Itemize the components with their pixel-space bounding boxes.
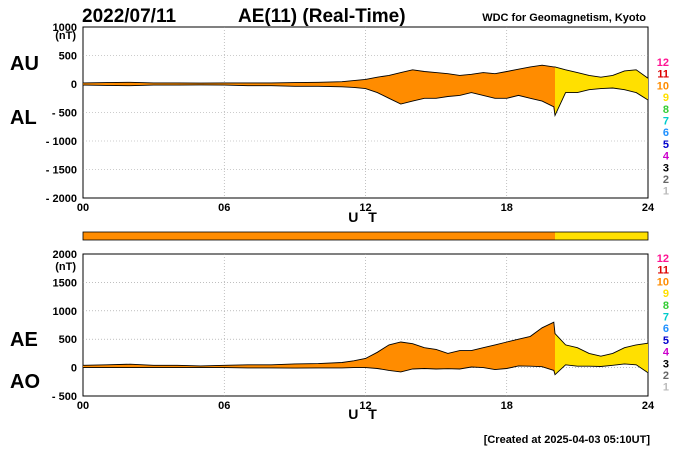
top-x-tick-label: 12 <box>359 202 371 214</box>
top-y-tick-label: - 1500 <box>46 165 77 177</box>
level-legend-item: 7 <box>663 312 669 324</box>
source-label: WDC for Geomagnetism, Kyoto <box>482 12 646 24</box>
level-legend-item: 1 <box>663 382 669 394</box>
bottom-y-tick-label: 1000 <box>53 306 77 318</box>
bottom-activity-fill <box>555 333 648 375</box>
al-label: AL <box>10 107 37 129</box>
level-legend-item: 7 <box>663 116 669 128</box>
bottom-x-axis-label: U T <box>348 406 380 422</box>
index-title: AE(11) (Real-Time) <box>238 6 406 27</box>
level-legend-item: 9 <box>663 288 669 300</box>
ao-line <box>83 363 649 376</box>
level-legend-item: 8 <box>663 104 669 116</box>
top-x-tick-label: 24 <box>642 202 655 214</box>
level-legend-item: 10 <box>657 80 669 92</box>
top-y-tick-label: - 500 <box>52 108 77 120</box>
bottom-y-tick-label: - 500 <box>52 391 77 403</box>
top-y-tick-label: 500 <box>59 51 77 63</box>
bottom-y-tick-label: 0 <box>71 363 77 375</box>
level-legend-item: 5 <box>663 335 669 347</box>
al-line <box>82 84 649 117</box>
bottom-y-tick-label: 500 <box>59 334 77 346</box>
top-y-tick-label: - 2000 <box>46 193 77 205</box>
bottom-x-tick-label: 06 <box>218 400 230 412</box>
au-al-panel: (nT) AU AL U T 1000 500 0 - 500 - 1000 - 1500… <box>10 22 655 225</box>
activity-bar-segment <box>555 232 648 240</box>
level-legend-item: 1 <box>663 186 669 198</box>
date-title: 2022/07/11 <box>82 6 176 27</box>
level-legend-item: 12 <box>657 57 669 69</box>
bottom-y-tick-label: 2000 <box>53 249 77 261</box>
top-y-tick-label: 1000 <box>53 22 77 34</box>
top-y-tick-label: - 1000 <box>46 136 77 148</box>
level-legend-item: 5 <box>663 139 669 151</box>
top-unit-label: (nT) <box>55 30 76 42</box>
au-label: AU <box>10 53 39 75</box>
au-line <box>82 64 649 84</box>
bottom-y-tick-label: 1500 <box>53 277 77 289</box>
ae-line <box>82 321 649 367</box>
level-legend-item: 3 <box>663 162 669 174</box>
bottom-x-tick-label: 00 <box>77 400 89 412</box>
bottom-x-tick-label: 18 <box>501 400 513 412</box>
bottom-unit-label: (nT) <box>55 261 76 273</box>
top-x-tick-label: 06 <box>218 202 230 214</box>
top-y-tick-label: 0 <box>71 79 77 91</box>
top-x-tick-label: 00 <box>77 202 89 214</box>
bottom-activity-fill <box>83 322 555 375</box>
level-legend-item: 4 <box>663 151 670 163</box>
activity-bar-segment <box>83 232 556 240</box>
level-legend-item: 3 <box>663 358 669 370</box>
activity-bar-frame <box>82 231 649 241</box>
level-legend-item: 6 <box>663 127 669 139</box>
level-legend-item: 4 <box>663 347 670 359</box>
level-legend-item: 6 <box>663 323 669 335</box>
level-legend-item: 12 <box>657 253 669 265</box>
ae-label: AE <box>10 329 38 351</box>
level-legend-item: 2 <box>663 370 669 382</box>
top-x-axis-label: U T <box>348 209 380 225</box>
top-x-tick-label: 18 <box>501 202 513 214</box>
bottom-x-tick-label: 24 <box>642 400 655 412</box>
level-legend-item: 9 <box>663 92 669 104</box>
level-legend-item: 10 <box>657 276 669 288</box>
level-legend-item: 11 <box>657 69 669 81</box>
bottom-x-tick-label: 12 <box>359 400 371 412</box>
level-legend-item: 8 <box>663 300 669 312</box>
top-activity-fill <box>555 66 648 116</box>
level-legend-item: 2 <box>663 174 669 186</box>
activity-level-bar <box>82 231 649 241</box>
top-activity-fill <box>83 65 555 116</box>
created-timestamp: [Created at 2025-04-03 05:10UT] <box>484 434 651 446</box>
ao-label: AO <box>10 371 40 393</box>
level-legend-item: 11 <box>657 265 669 277</box>
